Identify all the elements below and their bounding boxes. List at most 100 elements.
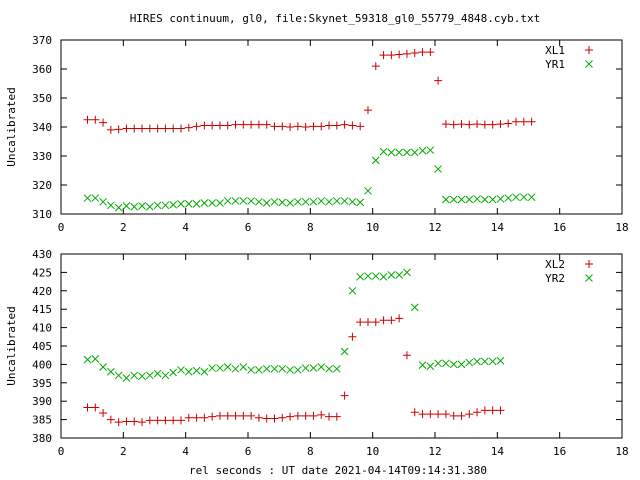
data-point [114, 371, 123, 380]
data-point [286, 123, 295, 131]
data-point [480, 406, 489, 415]
data-point [208, 121, 217, 130]
data-point [215, 411, 224, 420]
x-tick-label: 8 [307, 221, 314, 234]
y-tick-label: 425 [32, 266, 52, 279]
data-point [122, 124, 131, 133]
data-point [99, 118, 108, 127]
plot-frame [60, 253, 623, 439]
data-point [449, 120, 458, 129]
data-point [410, 148, 419, 157]
data-point [138, 124, 147, 133]
data-point [371, 62, 380, 71]
data-point [192, 199, 201, 208]
data-point [262, 120, 271, 129]
data-point [317, 122, 326, 131]
data-point [200, 367, 209, 376]
data-point [434, 410, 443, 419]
data-point [184, 199, 193, 208]
data-point [130, 124, 139, 133]
data-point [239, 197, 248, 205]
data-point [402, 351, 411, 360]
data-point [387, 51, 396, 60]
data-point [512, 117, 521, 126]
chart-title: HIRES continuum, gl0, file:Skynet_59318_… [130, 12, 541, 25]
data-point [294, 197, 302, 206]
data-point [309, 411, 318, 420]
legend-label: XL2 [545, 258, 565, 271]
data-point [426, 410, 435, 419]
data-point [215, 121, 224, 130]
legend-label: YR1 [545, 58, 565, 71]
data-point [480, 120, 489, 129]
data-point [426, 362, 435, 371]
data-point [161, 371, 170, 380]
data-point [239, 411, 248, 420]
data-point [169, 416, 178, 425]
data-point [473, 195, 481, 203]
data-point [309, 197, 318, 206]
data-point [145, 371, 154, 380]
data-point [254, 120, 263, 129]
legend-label: YR2 [545, 272, 565, 285]
data-point [208, 364, 217, 372]
data-point [106, 125, 115, 134]
y-tick-label: 320 [32, 179, 52, 192]
x-tick-label: 10 [366, 221, 379, 234]
data-point [426, 146, 435, 155]
data-point [402, 49, 411, 58]
data-point [434, 359, 442, 368]
data-point [255, 366, 263, 374]
data-point [301, 123, 310, 131]
data-point [403, 148, 411, 157]
y-tick-label: 350 [32, 92, 52, 105]
data-point [465, 195, 474, 204]
series-yr1 [83, 146, 536, 212]
data-point [449, 411, 458, 420]
data-point [153, 124, 162, 133]
data-point [356, 318, 365, 327]
data-point [223, 363, 232, 371]
data-point [434, 76, 443, 85]
data-point [169, 124, 178, 133]
data-point [200, 121, 209, 130]
data-point [223, 121, 232, 130]
data-point [410, 408, 419, 417]
data-point [465, 410, 474, 419]
data-point [317, 197, 326, 205]
data-point [83, 194, 92, 202]
data-point [379, 51, 388, 60]
data-point [449, 195, 458, 204]
data-point [122, 202, 131, 210]
data-point [223, 197, 232, 205]
y-tick-label: 405 [32, 340, 52, 353]
data-point [481, 195, 489, 204]
data-point [488, 406, 497, 415]
data-point [512, 193, 520, 202]
data-point [496, 406, 505, 415]
data-point [325, 364, 333, 373]
y-tick-label: 430 [32, 248, 52, 261]
data-point [527, 117, 536, 126]
legend-marker [585, 260, 593, 268]
data-point [387, 316, 396, 325]
data-point [83, 355, 92, 364]
data-point [325, 412, 334, 421]
x-tick-label: 4 [182, 445, 189, 458]
data-point [114, 418, 123, 427]
data-point [293, 411, 302, 420]
y-tick-label: 400 [32, 358, 52, 371]
data-point [473, 357, 481, 366]
data-point [270, 122, 279, 131]
data-point [161, 416, 170, 425]
data-point [270, 364, 279, 373]
data-point [286, 412, 295, 421]
data-point [434, 165, 442, 173]
data-point [371, 272, 380, 280]
y-tick-label: 410 [32, 322, 52, 335]
data-point [325, 121, 334, 130]
data-point [231, 411, 240, 420]
x-tick-label: 14 [491, 221, 505, 234]
data-point [208, 199, 217, 207]
data-point [184, 123, 193, 132]
